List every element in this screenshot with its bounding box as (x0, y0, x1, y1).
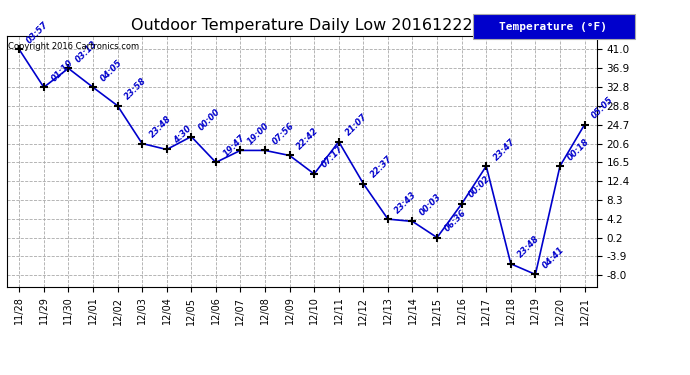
Text: 00:03: 00:03 (418, 192, 444, 217)
Text: 01:10: 01:10 (49, 58, 75, 83)
Text: 00:02: 00:02 (467, 174, 493, 200)
Text: 22:37: 22:37 (369, 154, 394, 180)
Text: 04:41: 04:41 (541, 245, 566, 270)
Text: 07:56: 07:56 (270, 121, 296, 146)
Text: 03:13: 03:13 (74, 39, 99, 64)
Text: 19:00: 19:00 (246, 121, 271, 146)
Text: 23:43: 23:43 (393, 190, 419, 215)
Text: 22:42: 22:42 (295, 126, 321, 152)
Text: 21:07: 21:07 (344, 112, 370, 138)
Text: 23:48: 23:48 (516, 234, 542, 260)
Text: 07:17: 07:17 (319, 144, 345, 170)
Text: 06:36: 06:36 (442, 208, 468, 233)
Text: 00:18: 00:18 (566, 136, 591, 162)
Text: 23:58: 23:58 (123, 76, 148, 102)
Title: Outdoor Temperature Daily Low 20161222: Outdoor Temperature Daily Low 20161222 (131, 18, 473, 33)
Text: Copyright 2016 Cartronics.com: Copyright 2016 Cartronics.com (8, 42, 139, 51)
Text: 00:00: 00:00 (197, 107, 222, 132)
Text: Temperature (°F): Temperature (°F) (500, 22, 607, 32)
Text: 03:57: 03:57 (25, 20, 50, 45)
Text: 23:47: 23:47 (492, 136, 518, 162)
Text: 23:48: 23:48 (148, 114, 173, 140)
Text: 19:47: 19:47 (221, 133, 247, 158)
Text: 04:05: 04:05 (99, 58, 124, 83)
Text: 05:05: 05:05 (590, 95, 615, 120)
Text: 4:30: 4:30 (172, 124, 193, 146)
